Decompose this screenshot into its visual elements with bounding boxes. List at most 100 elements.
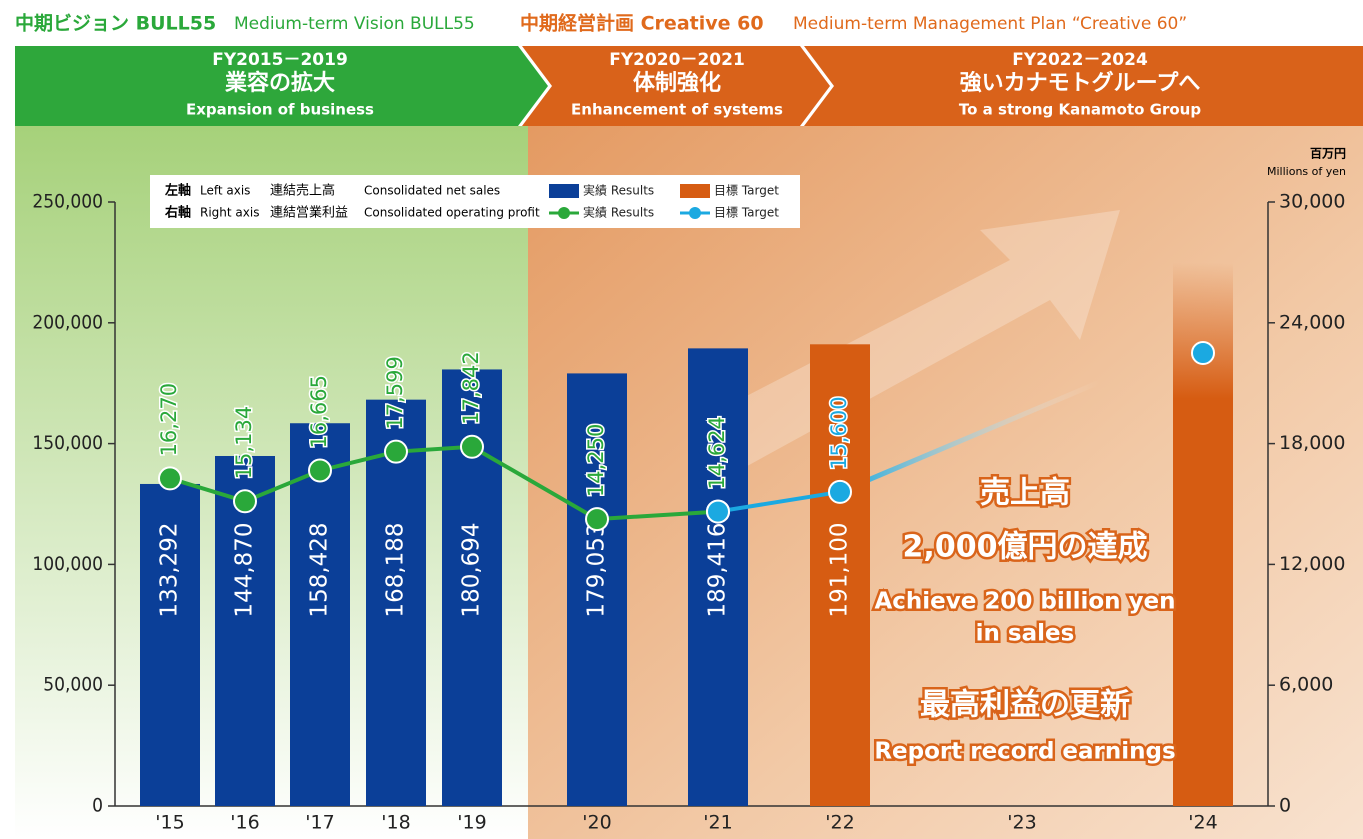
y2-tick-label: 6,000 [1279, 674, 1333, 696]
line-point [308, 458, 332, 483]
y-tick-label: 100,000 [32, 553, 103, 575]
phase-subtitle: Enhancement of systems [571, 101, 783, 119]
line-value-label: 15,134 [232, 406, 256, 479]
annotation: 2,000億円の達成 [903, 530, 1148, 565]
phase-title: 強いカナモトグループへ [960, 70, 1201, 96]
line-point [233, 489, 257, 514]
line-value-label: 17,842 [459, 351, 483, 424]
legend-text: Left axis [200, 184, 250, 198]
bar-value-label: 158,428 [307, 522, 333, 617]
header-title: 中期経営計画 Creative 60 [520, 12, 764, 35]
line-point [1191, 341, 1215, 365]
line-point [585, 507, 609, 532]
annotation: Report record earnings [874, 739, 1175, 765]
unit-label: Millions of yen [1267, 165, 1346, 178]
bar [140, 483, 200, 806]
x-tick-label: '21 [703, 812, 732, 834]
legend-label: 目標 Target [714, 206, 779, 220]
legend-text: Consolidated operating profit [364, 206, 540, 220]
bar-value-label: 191,100 [827, 522, 853, 617]
x-tick-label: '16 [230, 812, 259, 834]
x-tick-label: '23 [1007, 812, 1036, 834]
bar [567, 373, 627, 806]
line-point [460, 434, 484, 459]
legend-box [150, 175, 800, 228]
annotation: 最高利益の更新 [920, 688, 1130, 723]
legend-text: 連結売上高 [270, 183, 335, 199]
phase-bg [528, 126, 1363, 839]
line-value-label: 15,600 [827, 396, 851, 469]
y2-tick-label: 24,000 [1279, 311, 1345, 333]
legend-swatch [689, 207, 701, 219]
y-tick-label: 150,000 [32, 432, 103, 454]
line-point [828, 479, 852, 504]
y-tick-label: 0 [92, 795, 103, 817]
legend-label: 実績 Results [583, 183, 654, 198]
header-subtitle: Medium-term Vision BULL55 [234, 14, 475, 34]
legend-label: 実績 Results [583, 205, 654, 220]
phase-subtitle: To a strong Kanamoto Group [959, 101, 1201, 119]
phase-period: FY2022－2024 [1012, 50, 1148, 70]
phase-period: FY2020－2021 [609, 50, 745, 70]
x-tick-label: '19 [457, 812, 486, 834]
x-tick-label: '18 [381, 812, 410, 834]
bar-value-label: 189,416 [705, 522, 731, 617]
x-tick-label: '17 [305, 812, 334, 834]
phase-period: FY2015－2019 [212, 50, 348, 70]
annotation: 売上高 [980, 476, 1070, 511]
line [717, 489, 841, 514]
bar-value-label: 180,694 [459, 522, 485, 617]
x-tick-label: '15 [155, 812, 184, 834]
phase-title: 体制強化 [633, 70, 721, 96]
phase-banner [522, 46, 830, 126]
x-tick-label: '22 [825, 812, 854, 834]
unit-label: 百万円 [1310, 147, 1346, 161]
line-value-label: 14,250 [584, 424, 608, 497]
legend-swatch [549, 184, 579, 198]
annotation: in sales [976, 621, 1075, 647]
annotation: Achieve 200 billion yen [874, 589, 1175, 615]
line-value-label: 16,665 [307, 375, 331, 448]
bar-value-label: 144,870 [232, 522, 258, 617]
bar [215, 455, 275, 806]
bar [366, 399, 426, 806]
legend-text: 左軸 [165, 183, 191, 199]
y-tick-label: 250,000 [32, 191, 103, 213]
line-value-label: 17,599 [383, 356, 407, 429]
y2-tick-label: 0 [1279, 795, 1291, 817]
legend-label: 目標 Target [714, 184, 779, 198]
bar-value-label: 133,292 [157, 522, 183, 617]
bar [688, 348, 748, 806]
phase-banner [15, 46, 548, 126]
y2-tick-label: 30,000 [1279, 191, 1345, 213]
line-point [158, 466, 182, 491]
plot: 0 50,000 100,000 150,000 200,000 250,000 0 6,00… [32, 191, 1345, 834]
line-value-label: 14,624 [705, 416, 729, 489]
line-point [384, 439, 408, 464]
line-point [706, 499, 730, 524]
phase-title: 業容の拡大 [225, 70, 335, 96]
header-title: 中期ビジョン BULL55 [15, 12, 216, 35]
y2-tick-label: 12,000 [1279, 553, 1345, 575]
y-tick-label: 50,000 [43, 674, 103, 696]
legend-swatch [558, 207, 570, 219]
trend-deco [839, 379, 1101, 495]
line-value-label: 16,270 [157, 383, 181, 456]
legend-text: 右軸 [164, 205, 191, 221]
legend-swatch [680, 184, 710, 198]
y-tick-label: 200,000 [32, 311, 103, 333]
bar [290, 423, 350, 806]
legend-text: Right axis [200, 206, 259, 220]
x-tick-label: '20 [582, 812, 611, 834]
legend-text: 連結営業利益 [270, 205, 348, 221]
legend-text: Consolidated net sales [364, 184, 500, 198]
bar-value-label: 179,053 [584, 522, 610, 617]
phase-banner [804, 46, 1363, 126]
y2-tick-label: 18,000 [1279, 432, 1345, 454]
bar-value-label: 168,188 [383, 522, 409, 617]
arrow-deco [700, 210, 1120, 470]
header-subtitle: Medium-term Management Plan “Creative 60… [793, 14, 1187, 34]
x-tick-label: '24 [1188, 812, 1217, 834]
bar [810, 344, 870, 806]
phase-subtitle: Expansion of business [186, 101, 374, 119]
